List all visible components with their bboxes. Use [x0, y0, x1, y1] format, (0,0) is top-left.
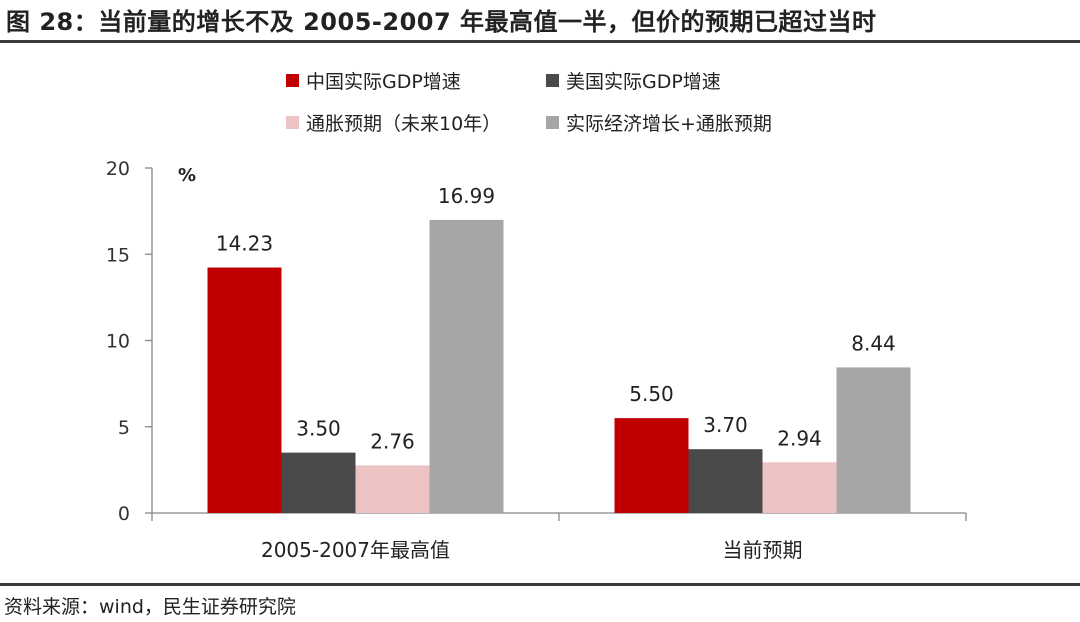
- bottom-rule: [0, 583, 1080, 586]
- data-label: 16.99: [438, 184, 495, 208]
- bar-3-1: [355, 465, 430, 513]
- data-label: 2.76: [370, 429, 415, 453]
- y-tick-label: 0: [118, 503, 130, 525]
- legend-swatch-4: [546, 116, 559, 129]
- y-tick-label: 10: [106, 331, 130, 353]
- y-unit-label: %: [178, 165, 196, 186]
- legend-label-1: 中国实际GDP增速: [306, 71, 461, 93]
- y-tick-label: 5: [118, 417, 130, 439]
- category-label-1: 2005-2007年最高值: [261, 538, 450, 562]
- legend-label-3: 通胀预期（未来10年）: [306, 113, 501, 135]
- category-label-2: 当前预期: [723, 538, 803, 562]
- bar-4-1: [429, 219, 504, 514]
- legend-label-4: 实际经济增长+通胀预期: [566, 113, 772, 135]
- bar-2-2: [688, 449, 763, 513]
- bar-1-2: [614, 418, 689, 513]
- source-note: 资料来源：wind，民生证券研究院: [4, 596, 296, 618]
- bar-4-2: [836, 367, 911, 513]
- bar-1-1: [207, 267, 282, 513]
- bar-3-2: [762, 462, 837, 513]
- data-label: 8.44: [851, 331, 896, 355]
- bar-2-1: [281, 452, 356, 513]
- data-label: 5.50: [629, 382, 674, 406]
- legend-swatch-3: [286, 116, 299, 129]
- legend-label-2: 美国实际GDP增速: [566, 71, 721, 93]
- top-rule: [0, 40, 1080, 43]
- data-label: 3.50: [296, 417, 341, 441]
- y-tick-label: 20: [106, 158, 130, 180]
- legend-swatch-1: [286, 74, 299, 87]
- legend-swatch-2: [546, 74, 559, 87]
- y-tick-label: 15: [106, 244, 130, 266]
- data-label: 14.23: [216, 232, 273, 256]
- data-label: 3.70: [703, 413, 748, 437]
- chart-title: 图 28：当前量的增长不及 2005-2007 年最高值一半，但价的预期已超过当…: [6, 8, 877, 36]
- data-label: 2.94: [777, 426, 822, 450]
